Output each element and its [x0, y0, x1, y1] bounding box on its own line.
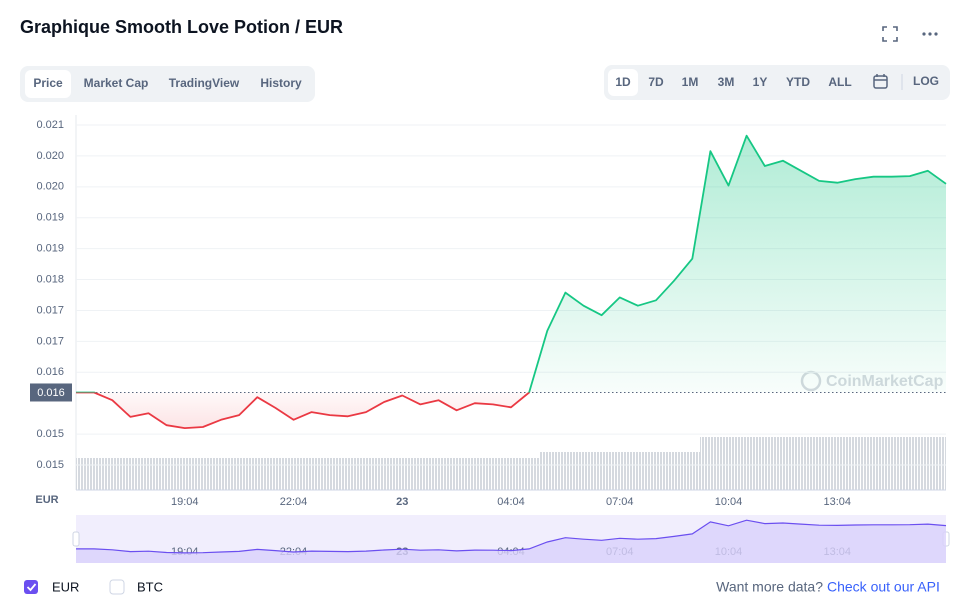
tab[interactable]: Market Cap [84, 76, 149, 90]
y-tick-label: 0.015 [36, 428, 64, 440]
area [76, 135, 946, 429]
range-group [604, 65, 950, 100]
y-tick-label: 0.015 [36, 459, 64, 471]
x-tick-label: 23 [396, 496, 408, 508]
x-tick-label: 07:04 [606, 496, 634, 508]
tab[interactable]: History [260, 76, 302, 90]
reference-badge [30, 383, 72, 402]
y-tick-label: 0.020 [36, 150, 64, 162]
tab-group [20, 66, 315, 102]
range-button[interactable]: 7D [648, 75, 664, 89]
active-tab [25, 70, 71, 98]
legend-label[interactable]: BTC [137, 579, 163, 594]
tab[interactable]: TradingView [169, 76, 240, 90]
reference-label: 0.016 [37, 387, 65, 399]
range-button[interactable]: YTD [786, 75, 810, 89]
navigator-handle[interactable] [72, 531, 80, 547]
checkbox[interactable] [109, 579, 125, 595]
y-tick-label: 0.019 [36, 243, 64, 255]
navigator-line [76, 519, 947, 554]
x-tick-label: 13:04 [823, 496, 851, 508]
footer-prompt: Want more data? [716, 579, 823, 595]
volume-bars [700, 437, 946, 490]
x-tick-label: 10:04 [715, 496, 743, 508]
legend-label[interactable]: EUR [52, 579, 79, 594]
x-tick-label: 19:04 [171, 496, 199, 508]
chart-title: Graphique Smooth Love Potion / EUR [20, 17, 343, 37]
x-tick-label: 22:04 [280, 496, 308, 508]
y-tick-label: 0.018 [36, 273, 64, 285]
y-tick-label: 0.017 [36, 304, 64, 316]
range-button[interactable]: ALL [828, 75, 851, 89]
range-button[interactable]: 1D [615, 75, 631, 89]
fullscreen-icon[interactable] [882, 26, 898, 42]
active-range [608, 69, 638, 96]
range-button[interactable]: 3M [718, 75, 735, 89]
log-button[interactable]: LOG [913, 74, 939, 88]
y-tick-label: 0.019 [36, 212, 64, 224]
volume-bars [76, 458, 540, 490]
checkbox-checked[interactable] [24, 580, 38, 594]
tab[interactable]: Price [33, 76, 63, 90]
footer-link[interactable]: Check out our API [827, 579, 940, 595]
y-tick-label: 0.016 [36, 366, 64, 378]
check-mark [26, 583, 37, 592]
calendar-icon[interactable] [873, 74, 888, 89]
y-tick-label: 0.020 [36, 181, 64, 193]
unit-label: EUR [35, 494, 58, 506]
y-tick-label: 0.021 [36, 119, 64, 131]
price-line [76, 134, 947, 429]
volume-bars [540, 452, 700, 490]
y-tick-label: 0.017 [36, 335, 64, 347]
x-tick-label: 04:04 [497, 496, 525, 508]
range-button[interactable]: 1Y [753, 75, 768, 89]
more-icon[interactable] [922, 32, 938, 36]
range-button[interactable]: 1M [682, 75, 699, 89]
